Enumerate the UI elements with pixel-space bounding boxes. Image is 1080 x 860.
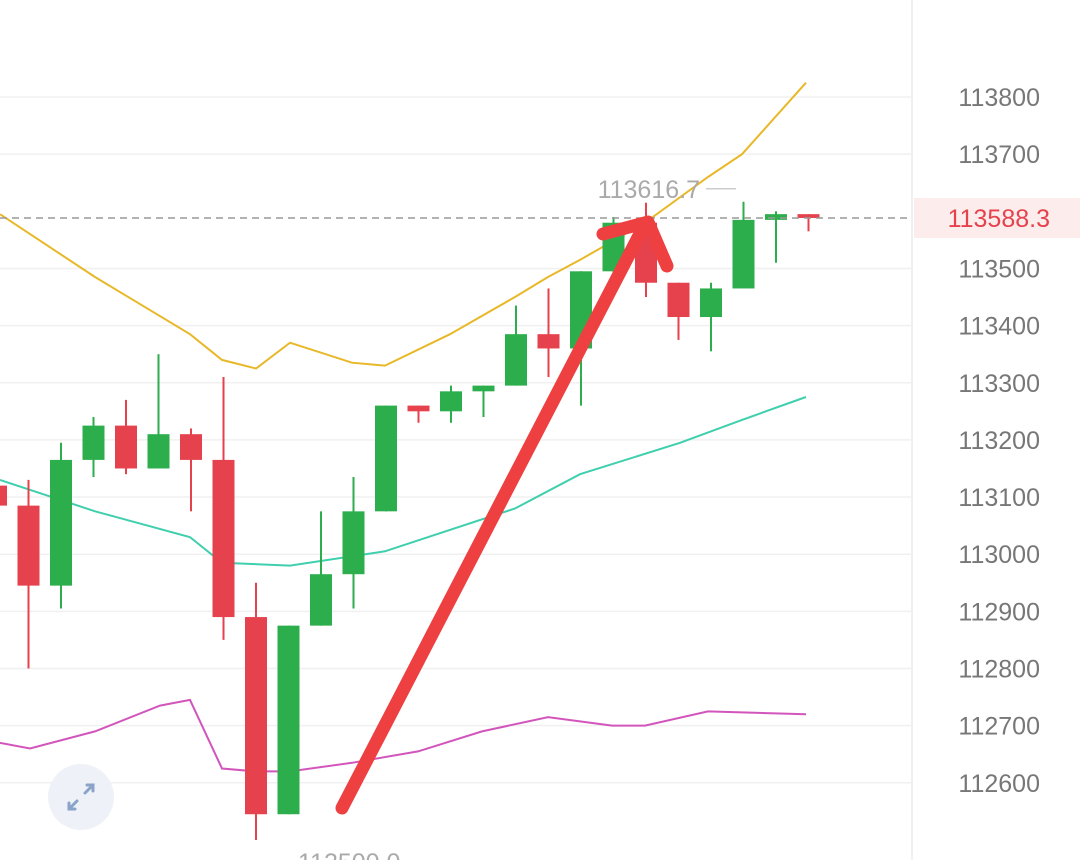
trend-arrow-head	[596, 215, 674, 273]
candle-body	[472, 385, 495, 392]
y-tick-label: 112900	[958, 598, 1040, 626]
candle-body	[245, 617, 267, 815]
candle-body	[180, 434, 202, 460]
current-price-tag: 113588.3	[914, 197, 1080, 238]
candle-body	[277, 625, 300, 815]
candle-body	[700, 288, 722, 318]
trend-arrow-shaft	[335, 217, 652, 815]
candle-up	[82, 417, 105, 478]
candle-down	[17, 479, 40, 669]
candle-up	[50, 442, 72, 609]
current-price-tag-bg	[914, 197, 1080, 238]
candle-down	[180, 428, 202, 512]
candle-body	[505, 334, 527, 386]
candle-body	[310, 574, 332, 626]
candle-down	[115, 399, 137, 475]
candle-body	[765, 214, 787, 220]
candle-body	[0, 485, 7, 506]
candle-down	[0, 485, 7, 506]
candle-body	[212, 459, 235, 618]
lower-indicator-line	[0, 698, 807, 773]
candle-body	[50, 459, 72, 586]
low-label: 112500.0	[298, 849, 400, 860]
candle-body	[147, 434, 170, 469]
candle-body	[732, 219, 755, 289]
candle-body	[667, 282, 690, 318]
y-tick-label: 112700	[958, 713, 1040, 741]
candle-down	[407, 405, 430, 423]
y-tick-label: 113000	[958, 541, 1040, 569]
y-tick-label: 113500	[958, 255, 1040, 283]
candle-body	[407, 405, 430, 412]
trend-arrow	[335, 215, 674, 815]
candle-up	[472, 385, 495, 418]
y-tick-label: 112800	[958, 656, 1040, 684]
candle-up	[700, 282, 722, 352]
candle-down	[245, 582, 267, 840]
indicator-lines	[0, 82, 807, 773]
y-axis: 113800 113700 113500 113400 113300 113200 1131…	[958, 84, 1040, 798]
candle-up	[732, 201, 755, 289]
current-price-label: 113588.3	[948, 205, 1050, 233]
expand-button[interactable]	[48, 764, 114, 830]
candle-body	[537, 334, 560, 349]
candle-up	[310, 511, 332, 626]
candle-down	[797, 214, 820, 232]
candle-body	[375, 405, 397, 512]
high-label: 113616.7	[598, 176, 700, 204]
candle-body	[115, 425, 137, 469]
y-tick-label: 112600	[958, 770, 1040, 798]
high-low-annotations: 113616.7 112500.0	[298, 176, 736, 860]
candle-down	[212, 377, 235, 640]
candle-up	[375, 405, 397, 512]
candle-up	[342, 477, 365, 609]
y-tick-label: 113200	[958, 427, 1040, 455]
upper-band-line	[0, 82, 807, 370]
candle-body	[82, 425, 105, 460]
candle-up	[147, 354, 170, 469]
candle-down	[537, 288, 560, 378]
y-tick-label: 113100	[958, 484, 1040, 512]
candle-body	[342, 511, 365, 575]
y-tick-label: 113700	[958, 141, 1040, 169]
y-tick-label: 113400	[958, 313, 1040, 341]
candles	[0, 201, 820, 840]
candle-down	[667, 282, 690, 340]
middle-band-line	[0, 396, 807, 567]
y-tick-label: 113300	[958, 370, 1040, 398]
candle-up	[277, 625, 300, 815]
candle-body	[17, 505, 40, 586]
candle-body	[440, 391, 462, 412]
candle-up	[765, 211, 787, 263]
expand-icon	[67, 783, 95, 811]
y-tick-label: 113800	[958, 84, 1040, 112]
candle-up	[440, 385, 462, 423]
candle-body	[797, 214, 820, 218]
candle-up	[505, 305, 527, 386]
